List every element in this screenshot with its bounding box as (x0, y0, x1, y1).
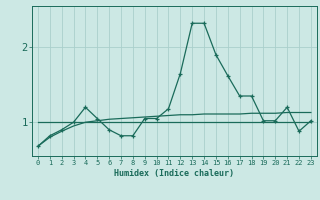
X-axis label: Humidex (Indice chaleur): Humidex (Indice chaleur) (115, 169, 234, 178)
